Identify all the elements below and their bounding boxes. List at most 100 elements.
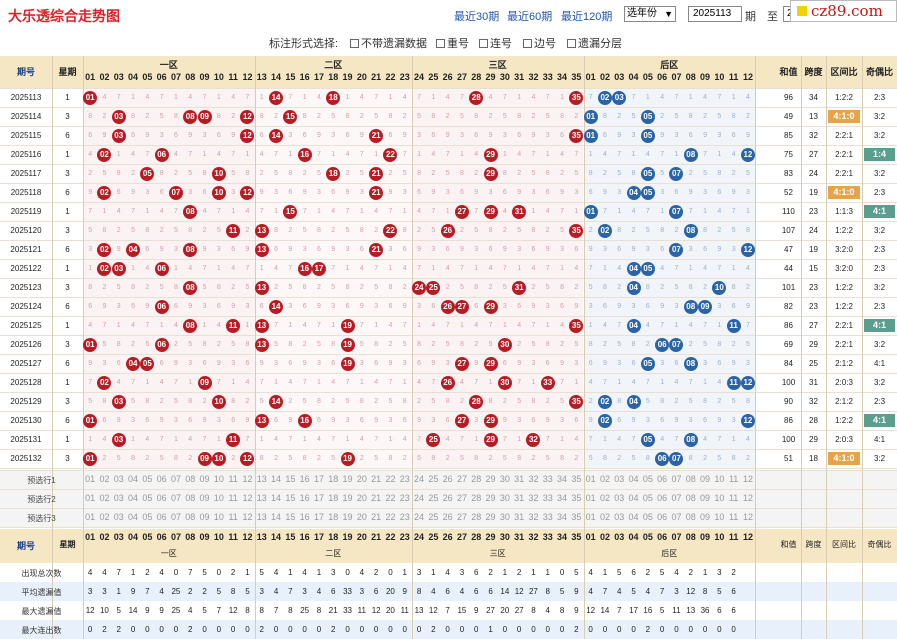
preselect-number[interactable]: 10 xyxy=(714,474,725,484)
preselect-number[interactable]: 24 xyxy=(414,474,425,484)
preselect-number[interactable]: 15 xyxy=(285,474,296,484)
preselect-number[interactable]: 27 xyxy=(456,474,467,484)
preselect-number[interactable]: 09 xyxy=(199,474,210,484)
preselect-number[interactable]: 34 xyxy=(557,512,568,522)
preselect-number[interactable]: 10 xyxy=(714,512,725,522)
preselect-number[interactable]: 02 xyxy=(99,512,110,522)
preselect-number[interactable]: 11 xyxy=(228,493,238,503)
preselect-number[interactable]: 35 xyxy=(571,512,582,522)
link-recent-30[interactable]: 最近30期 xyxy=(454,11,500,23)
preselect-number[interactable]: 19 xyxy=(342,474,353,484)
preselect-number[interactable]: 21 xyxy=(371,512,382,522)
preselect-number[interactable]: 31 xyxy=(514,493,525,503)
preselect-number[interactable]: 26 xyxy=(442,493,453,503)
preselect-number[interactable]: 33 xyxy=(542,474,553,484)
preselect-number[interactable]: 23 xyxy=(399,474,410,484)
preselect-number[interactable]: 02 xyxy=(599,474,610,484)
preselect-number[interactable]: 28 xyxy=(471,512,482,522)
preselect-number[interactable]: 07 xyxy=(170,493,181,503)
preselect-number[interactable]: 18 xyxy=(328,493,339,503)
preselect-number[interactable]: 14 xyxy=(271,512,282,522)
preselect-number[interactable]: 29 xyxy=(485,474,496,484)
option-missing-layer[interactable]: 遗漏分层 xyxy=(567,35,622,51)
preselect-number[interactable]: 07 xyxy=(671,512,682,522)
preselect-number[interactable]: 11 xyxy=(228,512,238,522)
link-recent-60[interactable]: 最近60期 xyxy=(507,11,553,23)
preselect-number[interactable]: 14 xyxy=(271,474,282,484)
preselect-number[interactable]: 03 xyxy=(113,474,124,484)
preselect-number[interactable]: 33 xyxy=(542,512,553,522)
preselect-number[interactable]: 05 xyxy=(142,474,153,484)
preselect-number[interactable]: 18 xyxy=(328,474,339,484)
preselect-number[interactable]: 15 xyxy=(285,493,296,503)
preselect-number[interactable]: 05 xyxy=(142,512,153,522)
preselect-number[interactable]: 31 xyxy=(514,512,525,522)
preselect-number[interactable]: 16 xyxy=(299,512,310,522)
preselect-number[interactable]: 08 xyxy=(185,512,196,522)
preselect-number[interactable]: 12 xyxy=(742,474,753,484)
preselect-number[interactable]: 03 xyxy=(614,474,625,484)
preselect-number[interactable]: 32 xyxy=(528,512,539,522)
preselect-number[interactable]: 29 xyxy=(485,512,496,522)
preselect-number[interactable]: 09 xyxy=(700,474,711,484)
preselect-number[interactable]: 29 xyxy=(485,493,496,503)
preselect-number[interactable]: 10 xyxy=(213,493,224,503)
preselect-number[interactable]: 25 xyxy=(428,493,439,503)
preselect-number[interactable]: 20 xyxy=(356,512,367,522)
preselect-number[interactable]: 04 xyxy=(128,474,139,484)
option-repeat[interactable]: 重号 xyxy=(436,35,469,51)
preselect-number[interactable]: 03 xyxy=(113,512,124,522)
preselect-number[interactable]: 31 xyxy=(514,474,525,484)
preselect-number[interactable]: 08 xyxy=(685,493,696,503)
preselect-number[interactable]: 25 xyxy=(428,512,439,522)
preselect-number[interactable]: 28 xyxy=(471,474,482,484)
preselect-number[interactable]: 35 xyxy=(571,474,582,484)
preselect-number[interactable]: 13 xyxy=(256,493,267,503)
preselect-number[interactable]: 22 xyxy=(385,474,396,484)
preselect-number[interactable]: 12 xyxy=(242,512,253,522)
preselect-number[interactable]: 07 xyxy=(671,493,682,503)
preselect-number[interactable]: 08 xyxy=(685,512,696,522)
preselect-number[interactable]: 12 xyxy=(242,474,253,484)
preselect-number[interactable]: 06 xyxy=(156,493,167,503)
preselect-number[interactable]: 12 xyxy=(742,493,753,503)
preselect-number[interactable]: 06 xyxy=(156,512,167,522)
preselect-number[interactable]: 02 xyxy=(599,512,610,522)
preselect-number[interactable]: 16 xyxy=(299,493,310,503)
year-select[interactable]: 选年份 ▼ xyxy=(624,6,676,22)
option-edge[interactable]: 边号 xyxy=(523,35,556,51)
preselect-number[interactable]: 01 xyxy=(85,493,96,503)
preselect-number[interactable]: 17 xyxy=(313,474,324,484)
preselect-number[interactable]: 27 xyxy=(456,493,467,503)
link-recent-120[interactable]: 最近120期 xyxy=(561,11,613,23)
preselect-number[interactable]: 32 xyxy=(528,474,539,484)
preselect-number[interactable]: 20 xyxy=(356,493,367,503)
preselect-number[interactable]: 11 xyxy=(728,474,739,484)
preselect-number[interactable]: 17 xyxy=(313,493,324,503)
preselect-number[interactable]: 01 xyxy=(85,474,96,484)
preselect-number[interactable]: 30 xyxy=(499,474,510,484)
preselect-number[interactable]: 30 xyxy=(499,512,510,522)
preselect-number[interactable]: 01 xyxy=(585,474,596,484)
preselect-number[interactable]: 22 xyxy=(385,493,396,503)
preselect-number[interactable]: 13 xyxy=(256,512,267,522)
preselect-number[interactable]: 02 xyxy=(99,493,110,503)
preselect-number[interactable]: 15 xyxy=(285,512,296,522)
preselect-number[interactable]: 18 xyxy=(328,512,339,522)
preselect-number[interactable]: 05 xyxy=(642,493,653,503)
preselect-number[interactable]: 01 xyxy=(585,512,596,522)
preselect-number[interactable]: 01 xyxy=(85,512,96,522)
option-no-missing[interactable]: 不带遗漏数据 xyxy=(350,35,427,51)
preselect-number[interactable]: 09 xyxy=(700,512,711,522)
preselect-number[interactable]: 12 xyxy=(242,493,253,503)
preselect-number[interactable]: 12 xyxy=(742,512,753,522)
preselect-number[interactable]: 19 xyxy=(342,493,353,503)
preselect-number[interactable]: 09 xyxy=(199,512,210,522)
preselect-number[interactable]: 10 xyxy=(714,493,725,503)
preselect-number[interactable]: 26 xyxy=(442,474,453,484)
preselect-number[interactable]: 07 xyxy=(170,474,181,484)
preselect-number[interactable]: 04 xyxy=(628,512,639,522)
preselect-number[interactable]: 26 xyxy=(442,512,453,522)
preselect-number[interactable]: 23 xyxy=(399,493,410,503)
preselect-number[interactable]: 14 xyxy=(271,493,282,503)
